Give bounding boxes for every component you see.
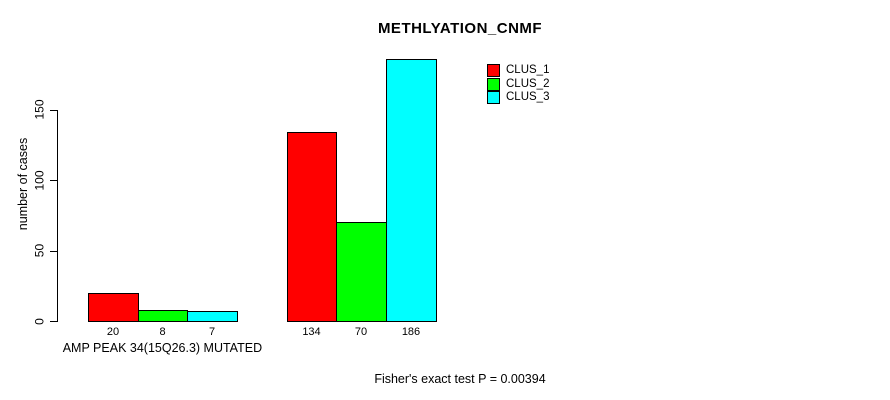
x-category-label: AMP PEAK 34(15Q26.3) MUTATED [62,341,263,355]
bar-value-label: 20 [106,326,120,338]
bar-clus_3-group2 [386,59,437,322]
legend-label: CLUS_2 [506,77,550,90]
bar-value-label: 7 [208,326,216,338]
legend-item-clus_3: CLUS_3 [487,90,550,104]
bar-clus_2-group2 [336,222,387,322]
legend-swatch-clus_2 [487,77,500,91]
legend-swatch-clus_1 [487,64,500,78]
bar-value-label: 186 [401,326,421,338]
y-axis-tick [50,321,57,322]
bar-clus_2-group1 [138,310,188,322]
y-axis-tick-label: 50 [32,243,47,258]
bar-clus_3-group1 [187,311,238,322]
y-axis-tick-label: 0 [32,317,47,325]
y-axis-label: number of cases [16,137,30,231]
y-axis-tick [50,250,57,252]
legend-label: CLUS_1 [506,64,550,77]
y-axis-line [57,109,58,322]
legend-item-clus_2: CLUS_2 [487,77,550,91]
y-axis-tick-label: 100 [32,169,47,191]
legend-item-clus_1: CLUS_1 [487,64,550,78]
legend: CLUS_1 CLUS_2 CLUS_3 [487,64,549,104]
bar-value-label: 70 [354,326,368,338]
y-axis-tick-label: 150 [32,99,47,120]
y-axis-tick [50,180,57,181]
bar-value-label: 8 [159,326,166,338]
bar-clus_1-group1 [88,293,139,322]
bar-value-label: 134 [302,326,321,338]
y-axis-tick [50,109,57,111]
legend-label: CLUS_3 [506,90,550,103]
legend-swatch-clus_3 [487,90,500,104]
chart-title: METHLYATION_CNMF [377,20,543,37]
bar-clus_1-group2 [287,132,337,322]
fisher-test-annotation: Fisher's exact test P = 0.00394 [374,372,546,386]
